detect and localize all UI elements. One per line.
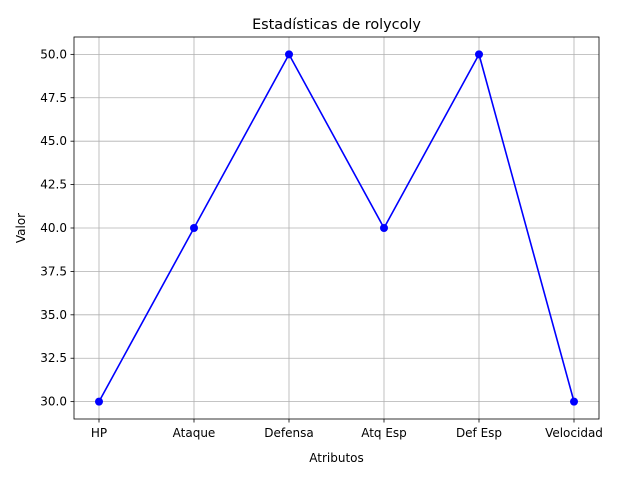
x-tick-label: Def Esp (456, 426, 502, 440)
x-tick-label: Defensa (264, 426, 313, 440)
series-line (98, 53, 575, 403)
data-point (190, 224, 198, 232)
x-tick-label: Velocidad (545, 426, 603, 440)
y-tick-label: 30.0 (40, 395, 67, 409)
ticks: HP Ataque Defensa Atq Esp Def Esp Velocidad 30… (40, 47, 603, 440)
x-tick-label: HP (91, 426, 107, 440)
y-tick-label: 37.5 (40, 264, 67, 278)
x-axis-label: Atributos (309, 451, 364, 465)
y-tick-label: 40.0 (40, 221, 67, 235)
series-layer (95, 50, 578, 406)
y-tick-label: 32.5 (40, 351, 67, 365)
chart-title: Estadísticas de rolycoly (252, 17, 421, 33)
y-tick-label: 42.5 (40, 178, 67, 192)
data-point (475, 50, 483, 59)
data-point (570, 397, 578, 406)
data-point (95, 397, 103, 406)
x-tick-label: Ataque (173, 426, 216, 440)
y-axis-label: Valor (14, 213, 28, 243)
y-tick-label: 45.0 (40, 134, 67, 148)
x-tick-label: Atq Esp (361, 426, 407, 440)
y-tick-label: 50.0 (40, 47, 67, 61)
data-point (380, 224, 388, 232)
y-tick-label: 35.0 (40, 308, 67, 322)
data-point (285, 50, 293, 59)
y-tick-label: 47.5 (40, 91, 67, 105)
